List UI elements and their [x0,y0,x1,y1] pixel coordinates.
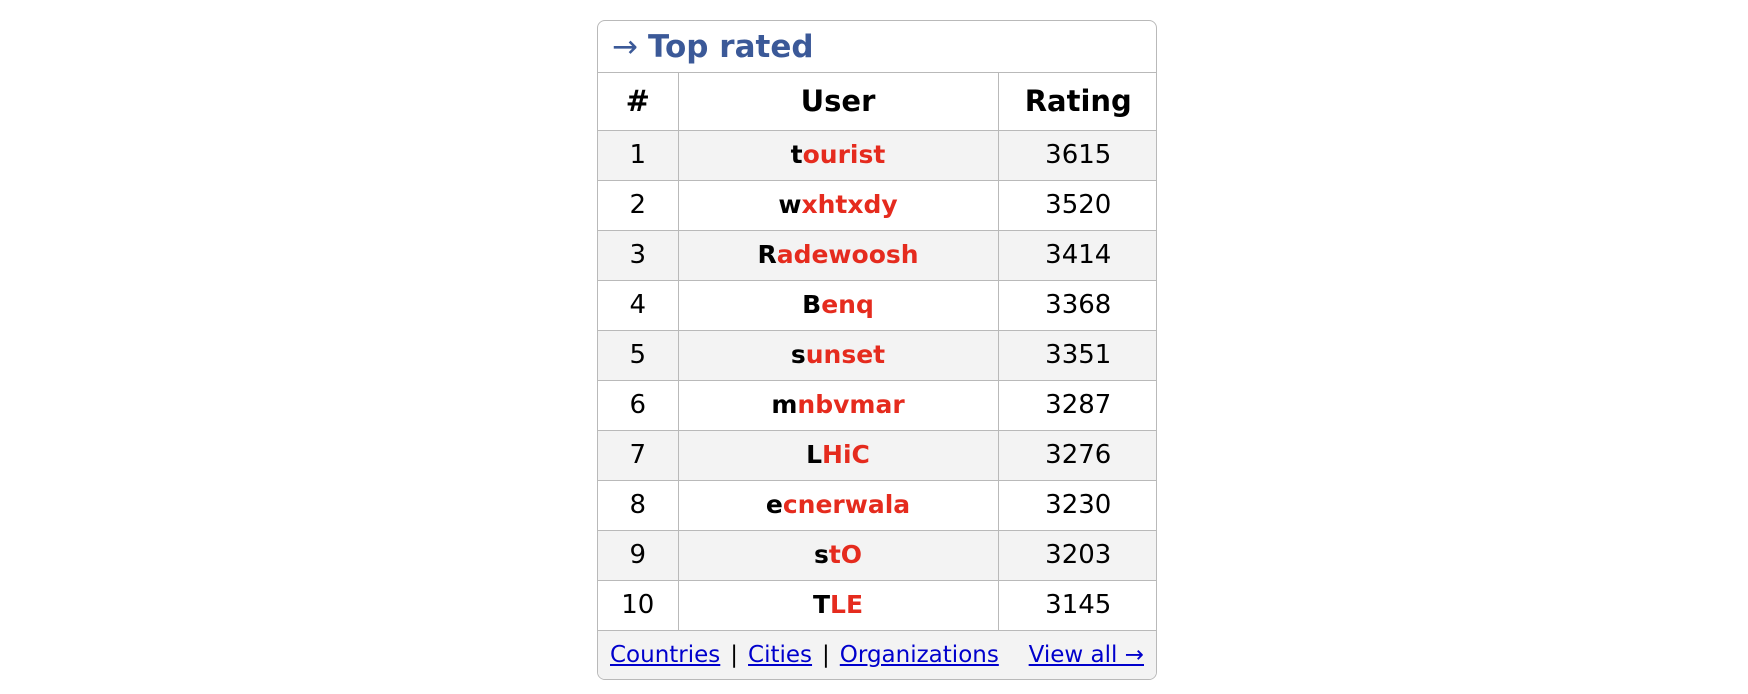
rating-cell: 3230 [998,480,1156,531]
table-row: 6 mnbvmar 3287 [598,380,1156,431]
handle-first-letter: T [812,590,831,619]
cities-link[interactable]: Cities [748,641,813,668]
footer-separator: | [822,641,830,668]
top-rated-panel: → Top rated # User Rating 1 tourist 3615 2 w… [597,20,1157,680]
footer-separator: | [730,641,739,668]
view-all-link[interactable]: View all → [1028,641,1144,668]
rating-cell: 3287 [998,380,1156,431]
handle-first-letter: B [802,290,822,319]
user-cell: mnbvmar [678,380,999,431]
handle-rest: xhtxdy [801,190,898,219]
table-row: 2 wxhtxdy 3520 [598,180,1156,231]
table-row: 4 Benq 3368 [598,280,1156,331]
rating-cell: 3145 [998,580,1156,631]
handle-first-letter: m [771,390,798,419]
user-handle-link[interactable]: sunset [791,340,885,369]
rank-cell: 3 [598,230,679,281]
handle-first-letter: R [757,240,777,269]
rating-cell: 3368 [998,280,1156,331]
user-handle-link[interactable]: LHiC [806,440,870,469]
handle-rest: unset [805,340,886,369]
panel-caption: → Top rated [598,21,1156,73]
header-rating: Rating [998,73,1156,131]
table-row: 1 tourist 3615 [598,130,1156,181]
user-cell: Radewoosh [678,230,999,281]
rating-cell: 3276 [998,430,1156,481]
user-cell: Benq [678,280,999,331]
table-row: 8 ecnerwala 3230 [598,480,1156,531]
user-cell: LHiC [678,430,999,481]
user-handle-link[interactable]: tourist [791,140,886,169]
table-row: 9 stO 3203 [598,530,1156,581]
handle-rest: adewoosh [776,240,919,269]
rating-cell: 3203 [998,530,1156,581]
handle-first-letter: L [806,440,823,469]
user-handle-link[interactable]: wxhtxdy [778,190,897,219]
user-handle-link[interactable]: TLE [813,590,863,619]
user-handle-link[interactable]: Benq [802,290,874,319]
handle-rest: enq [821,290,874,319]
rating-cell: 3615 [998,130,1156,181]
handle-first-letter: s [813,540,829,569]
user-handle-link[interactable]: mnbvmar [771,390,904,419]
handle-rest: cnerwala [782,490,911,519]
rank-cell: 5 [598,330,679,381]
user-cell: wxhtxdy [678,180,999,231]
rank-cell: 2 [598,180,679,231]
panel-footer: Countries | Cities | Organizations View all … [598,630,1156,679]
user-cell: sunset [678,330,999,381]
user-handle-link[interactable]: Radewoosh [757,240,918,269]
handle-rest: LE [830,590,864,619]
handle-rest: nbvmar [797,390,905,419]
rank-cell: 7 [598,430,679,481]
rank-cell: 10 [598,580,679,631]
header-user: User [678,73,999,131]
table-row: 5 sunset 3351 [598,330,1156,381]
handle-first-letter: s [790,340,806,369]
rating-cell: 3351 [998,330,1156,381]
user-cell: ecnerwala [678,480,999,531]
user-handle-link[interactable]: stO [814,540,862,569]
user-cell: stO [678,530,999,581]
panel-title: Top rated [647,28,814,65]
handle-rest: HiC [822,440,870,469]
rank-cell: 1 [598,130,679,181]
countries-link[interactable]: Countries [610,641,721,668]
handle-first-letter: t [790,140,803,169]
rank-cell: 6 [598,380,679,431]
handle-first-letter: w [778,190,802,219]
organizations-link[interactable]: Organizations [839,641,999,668]
footer-links: Countries | Cities | Organizations [610,642,999,668]
table-row: 3 Radewoosh 3414 [598,230,1156,281]
user-handle-link[interactable]: ecnerwala [766,490,910,519]
rating-table: # User Rating 1 tourist 3615 2 wxhtxdy 3520 3 R… [598,73,1156,631]
table-header-row: # User Rating [598,73,1156,131]
rank-cell: 4 [598,280,679,331]
table-row: 7 LHiC 3276 [598,430,1156,481]
handle-first-letter: e [765,490,783,519]
rank-cell: 9 [598,530,679,581]
user-cell: TLE [678,580,999,631]
rating-cell: 3414 [998,230,1156,281]
user-cell: tourist [678,130,999,181]
rating-cell: 3520 [998,180,1156,231]
handle-rest: ourist [802,140,886,169]
handle-rest: tO [828,540,863,569]
table-row: 10 TLE 3145 [598,580,1156,631]
header-rank: # [598,73,679,131]
right-arrow-icon: → [612,28,638,65]
rank-cell: 8 [598,480,679,531]
